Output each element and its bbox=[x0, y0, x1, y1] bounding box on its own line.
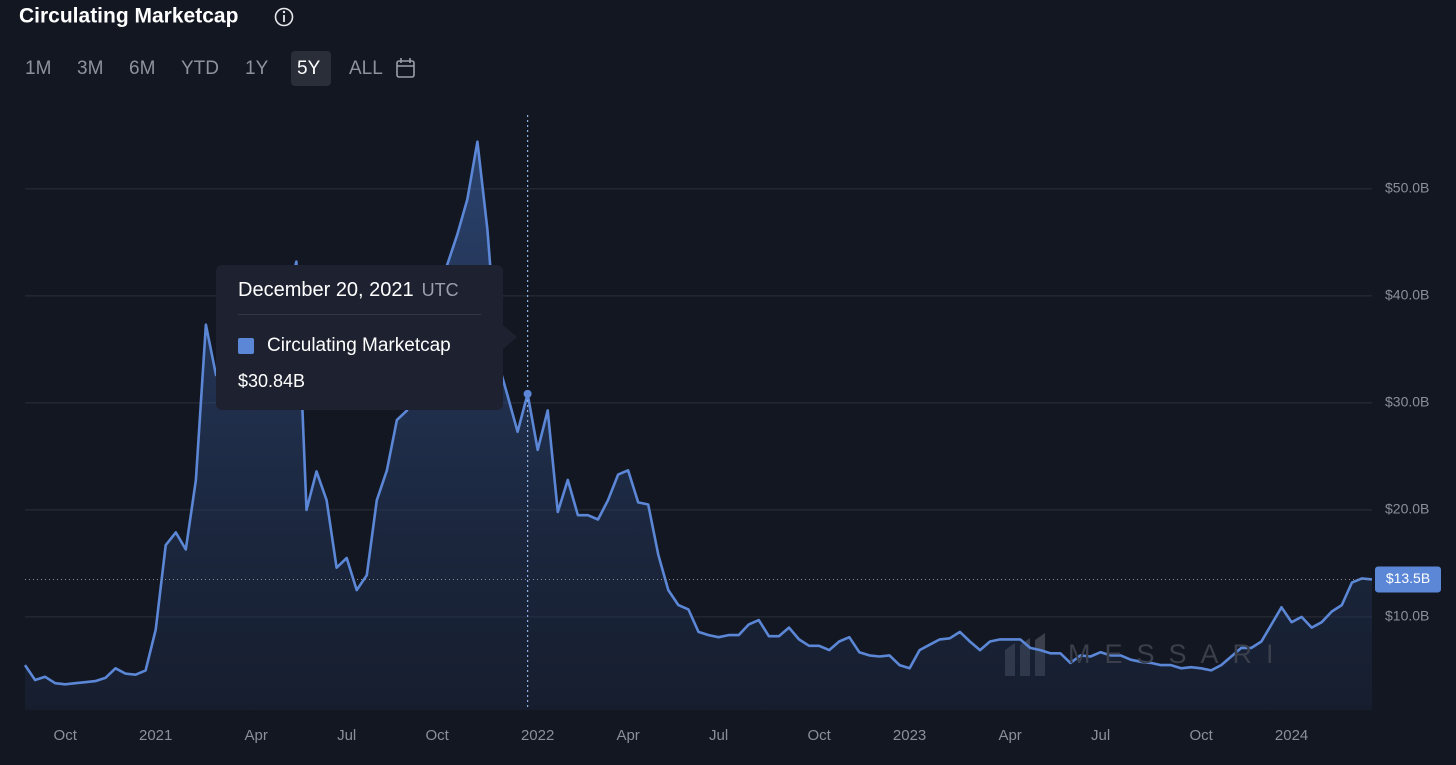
range-button[interactable]: 3M bbox=[77, 58, 103, 79]
y-tick-label: $50.0B bbox=[1385, 180, 1429, 196]
tooltip-timezone: UTC bbox=[421, 280, 459, 300]
tooltip-swatch bbox=[238, 338, 254, 354]
tooltip-series: Circulating Marketcap bbox=[238, 335, 481, 357]
tooltip-value: $30.84B bbox=[238, 371, 306, 391]
range-button[interactable]: YTD bbox=[181, 58, 219, 79]
x-tick-label: Oct bbox=[807, 727, 831, 744]
x-tick-label: Oct bbox=[54, 727, 78, 744]
tooltip-series-name: Circulating Marketcap bbox=[267, 335, 451, 356]
tooltip-date: December 20, 2021 bbox=[238, 279, 414, 301]
tooltip: December 20, 2021 UTC Circulating Marketc… bbox=[216, 265, 517, 410]
x-tick-label: Jul bbox=[709, 727, 728, 744]
range-button[interactable]: 1M bbox=[25, 58, 51, 79]
x-tick-label: Apr bbox=[616, 727, 639, 744]
calendar-icon[interactable] bbox=[396, 58, 415, 78]
last-value-box bbox=[1375, 566, 1441, 593]
tooltip-header: December 20, 2021 UTC bbox=[238, 279, 481, 315]
x-tick-label: 2021 bbox=[139, 727, 172, 744]
hover-point bbox=[523, 389, 532, 398]
y-tick-label: $30.0B bbox=[1385, 394, 1429, 410]
info-icon[interactable] bbox=[274, 7, 294, 27]
x-tick-label: Oct bbox=[1189, 727, 1213, 744]
tooltip-arrow bbox=[503, 325, 517, 349]
x-tick-label: Oct bbox=[425, 727, 449, 744]
area bbox=[25, 141, 1372, 710]
last-value-label: $13.5B bbox=[1386, 570, 1430, 586]
range-selector: 1M 3M 6M YTD 1Y 5Y ALL bbox=[25, 51, 383, 86]
x-tick-label: Apr bbox=[245, 727, 268, 744]
chart-title: Circulating Marketcap bbox=[19, 5, 238, 28]
x-tick-label: Jul bbox=[1091, 727, 1110, 744]
plot bbox=[23, 115, 1373, 710]
x-tick-label: Jul bbox=[337, 727, 356, 744]
x-tick-label: 2024 bbox=[1275, 727, 1308, 744]
x-tick-label: 2022 bbox=[521, 727, 554, 744]
range-button-selected[interactable] bbox=[291, 51, 331, 86]
x-tick-label: Apr bbox=[998, 727, 1021, 744]
watermark: MESSARI bbox=[1068, 639, 1288, 669]
range-button[interactable]: 5Y bbox=[297, 58, 321, 79]
y-tick-label: $40.0B bbox=[1385, 287, 1429, 303]
x-tick-label: 2023 bbox=[893, 727, 926, 744]
range-button[interactable]: 6M bbox=[129, 58, 155, 79]
range-button[interactable]: 1Y bbox=[245, 58, 269, 79]
y-tick-label: $20.0B bbox=[1385, 501, 1429, 517]
y-tick-label: $10.0B bbox=[1385, 608, 1429, 624]
range-button[interactable]: ALL bbox=[349, 58, 383, 79]
axes: $10.0B $20.0B $30.0B $40.0B $50.0B Oct 2021 Apr… bbox=[54, 180, 1441, 744]
